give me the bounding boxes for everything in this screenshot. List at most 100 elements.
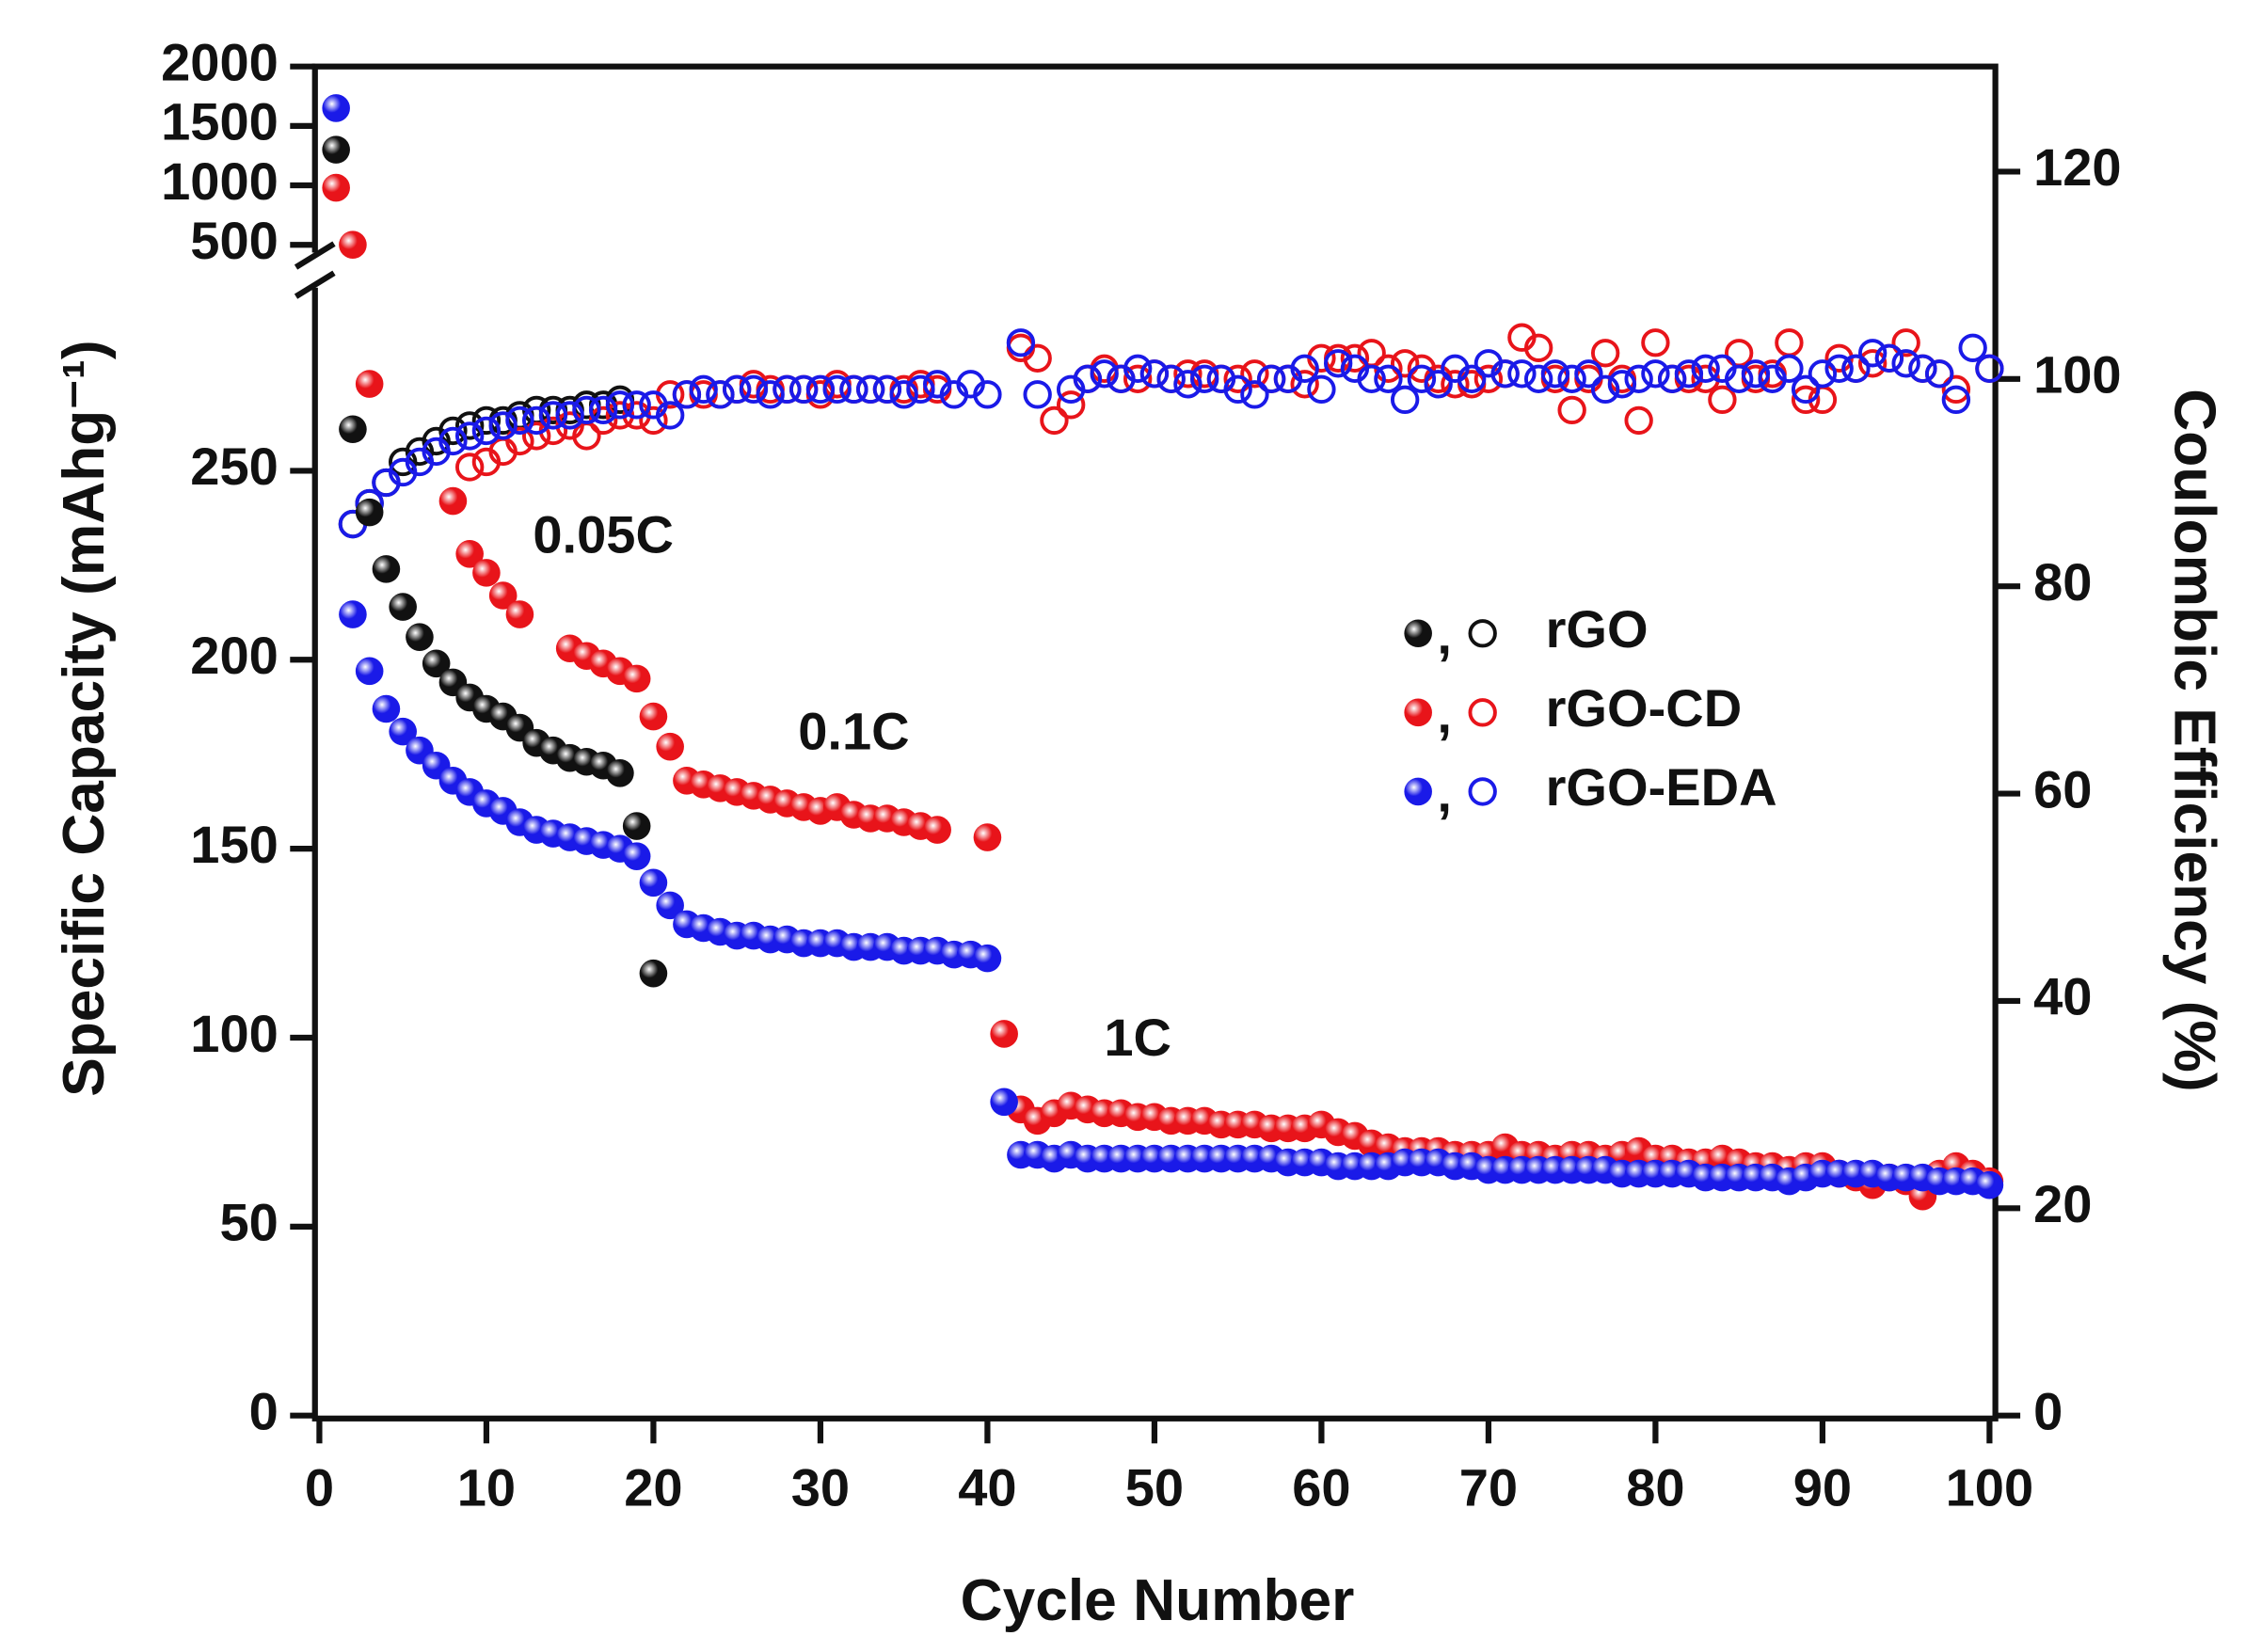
efficiency-point bbox=[822, 374, 852, 405]
efficiency-point bbox=[1857, 349, 1888, 378]
efficiency-point bbox=[1023, 343, 1052, 373]
efficiency-point bbox=[521, 405, 551, 436]
capacity-point bbox=[406, 623, 434, 651]
efficiency-point bbox=[672, 380, 702, 409]
capacity-point bbox=[339, 600, 367, 628]
efficiency-point bbox=[1590, 374, 1620, 405]
legend-separator: , bbox=[1437, 605, 1452, 664]
x-tick-label: 20 bbox=[624, 1457, 682, 1517]
efficiency-point bbox=[1775, 354, 1804, 383]
annotation: 0.1C bbox=[798, 701, 909, 760]
x-tick-label: 60 bbox=[1292, 1457, 1350, 1517]
efficiency-point bbox=[1223, 364, 1252, 393]
efficiency-point bbox=[1523, 333, 1553, 362]
capacity-point bbox=[488, 581, 518, 610]
efficiency-point bbox=[1808, 359, 1838, 389]
y2-tick-label: 0 bbox=[2033, 1382, 2063, 1441]
efficiency-point bbox=[1624, 405, 1653, 436]
capacity-point bbox=[606, 759, 634, 787]
capacity-point bbox=[339, 230, 367, 259]
efficiency-point bbox=[1891, 328, 1920, 357]
efficiency-point bbox=[973, 380, 1002, 409]
capacity-point bbox=[639, 868, 668, 897]
efficiency-point bbox=[1941, 374, 1971, 405]
efficiency-point bbox=[454, 421, 485, 451]
efficiency-point bbox=[1040, 405, 1069, 436]
efficiency-point bbox=[1791, 374, 1821, 405]
plot-frame bbox=[311, 63, 1999, 1422]
efficiency-point bbox=[505, 426, 534, 456]
efficiency-point bbox=[756, 380, 785, 409]
capacity-point bbox=[472, 559, 501, 587]
y-tick-label: 2000 bbox=[161, 33, 279, 92]
efficiency-point bbox=[722, 374, 752, 405]
capacity-point bbox=[639, 959, 668, 988]
efficiency-point bbox=[1173, 359, 1203, 389]
efficiency-point bbox=[706, 380, 735, 409]
efficiency-point bbox=[1407, 364, 1437, 393]
x-tick-label: 30 bbox=[791, 1457, 850, 1517]
efficiency-point bbox=[1775, 328, 1804, 357]
y-tick-label: 1500 bbox=[161, 92, 279, 151]
capacity-point bbox=[422, 649, 451, 678]
annotation: 0.05C bbox=[533, 505, 674, 564]
y2-tick-label: 20 bbox=[2033, 1174, 2092, 1233]
x-tick-label: 10 bbox=[457, 1457, 516, 1517]
capacity-point bbox=[1975, 1170, 2004, 1199]
efficiency-point bbox=[505, 405, 534, 436]
capacity-point bbox=[438, 486, 468, 516]
legend-separator: , bbox=[1437, 763, 1452, 822]
x-axis-label: Cycle Number bbox=[961, 1568, 1355, 1633]
efficiency-point bbox=[1357, 364, 1386, 393]
y2-axis-label: Coulombic Efficiency (%) bbox=[2161, 389, 2226, 1091]
capacity-point bbox=[355, 370, 384, 398]
legend-label: rGO-EDA bbox=[1546, 757, 1777, 817]
efficiency-point bbox=[471, 405, 502, 436]
capacity-point bbox=[355, 657, 384, 686]
efficiency-point bbox=[1708, 385, 1737, 415]
capacity-point bbox=[622, 842, 651, 870]
x-tick-label: 90 bbox=[1793, 1457, 1852, 1517]
efficiency-point bbox=[1724, 364, 1754, 393]
efficiency-point bbox=[1891, 349, 1920, 378]
efficiency-point bbox=[1641, 328, 1670, 357]
capacity-point bbox=[372, 694, 401, 723]
efficiency-point bbox=[1741, 359, 1771, 389]
efficiency-point bbox=[1523, 364, 1553, 393]
capacity-point bbox=[389, 717, 417, 746]
capacity-point bbox=[622, 664, 651, 693]
capacity-point bbox=[322, 135, 350, 164]
efficiency-point bbox=[1857, 339, 1888, 368]
capacity-point bbox=[639, 702, 668, 731]
legend-marker bbox=[1468, 619, 1497, 648]
capacity-point bbox=[372, 555, 401, 583]
y-tick-label: 1000 bbox=[161, 151, 279, 211]
capacity-point bbox=[355, 498, 384, 527]
y2-tick-label: 40 bbox=[2033, 967, 2092, 1026]
efficiency-point bbox=[1924, 359, 1954, 389]
x-tick-label: 40 bbox=[958, 1457, 1016, 1517]
efficiency-point bbox=[1607, 370, 1637, 399]
legend-marker bbox=[1468, 698, 1497, 727]
x-tick-label: 70 bbox=[1459, 1457, 1518, 1517]
efficiency-point bbox=[605, 390, 635, 420]
y-tick-label: 0 bbox=[249, 1382, 279, 1441]
efficiency-point bbox=[1507, 359, 1537, 389]
efficiency-point bbox=[1424, 370, 1453, 399]
efficiency-point bbox=[1139, 359, 1170, 389]
annotation: 1C bbox=[1104, 1008, 1171, 1067]
efficiency-point bbox=[1791, 385, 1821, 415]
efficiency-point bbox=[1156, 364, 1186, 393]
efficiency-point bbox=[438, 426, 468, 456]
efficiency-point bbox=[1975, 354, 2004, 383]
efficiency-point bbox=[1374, 364, 1403, 393]
x-tick-label: 80 bbox=[1626, 1457, 1684, 1517]
legend-label: rGO-CD bbox=[1546, 678, 1743, 738]
efficiency-point bbox=[1874, 343, 1904, 373]
efficiency-point bbox=[1073, 364, 1103, 393]
y-tick-label: 100 bbox=[190, 1004, 279, 1063]
efficiency-point bbox=[1557, 395, 1586, 425]
efficiency-point bbox=[1223, 374, 1252, 405]
efficiency-point bbox=[739, 374, 769, 405]
efficiency-point bbox=[1123, 354, 1153, 383]
